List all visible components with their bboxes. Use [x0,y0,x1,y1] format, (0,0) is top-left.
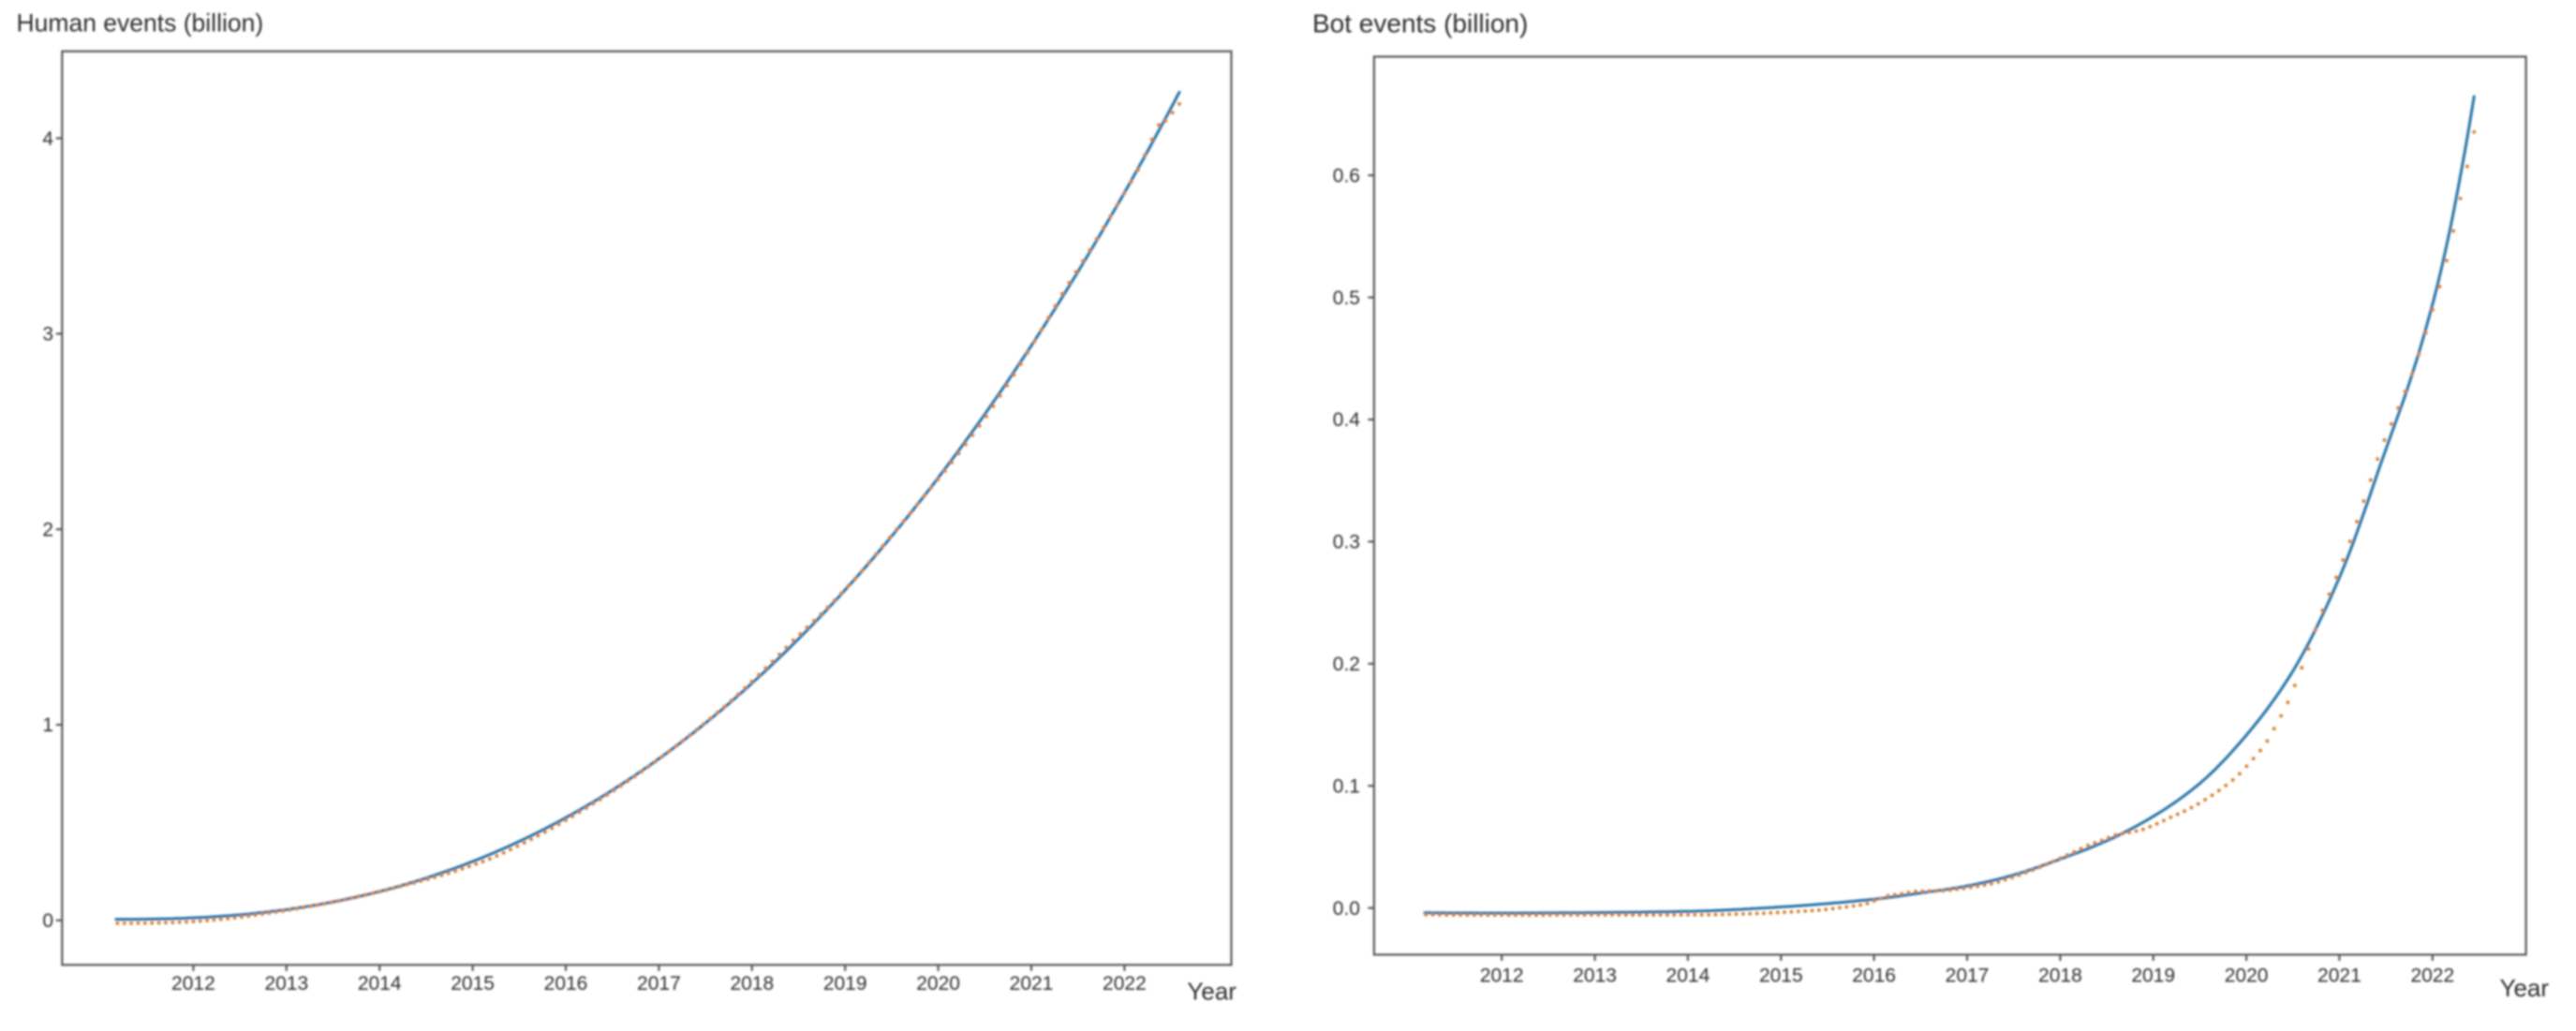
svg-text:4: 4 [42,128,53,150]
svg-text:2012: 2012 [1480,965,1524,987]
svg-text:2017: 2017 [637,973,681,994]
svg-text:Year: Year [2500,974,2550,1002]
svg-text:2014: 2014 [1666,965,1710,987]
svg-text:2019: 2019 [823,973,867,994]
svg-text:2022: 2022 [1103,973,1147,994]
svg-text:0.3: 0.3 [1333,532,1360,553]
svg-text:2018: 2018 [2038,965,2082,987]
svg-text:2014: 2014 [358,973,402,994]
svg-text:0.4: 0.4 [1333,409,1361,431]
svg-text:2013: 2013 [264,973,308,994]
svg-text:0.5: 0.5 [1333,287,1360,309]
svg-text:1: 1 [42,714,53,736]
svg-text:3: 3 [42,324,53,346]
svg-text:2015: 2015 [1759,965,1803,987]
svg-text:2016: 2016 [544,973,588,994]
svg-text:2012: 2012 [171,973,215,994]
svg-text:2018: 2018 [730,973,774,994]
svg-text:2020: 2020 [916,973,960,994]
svg-text:Year: Year [1187,978,1236,1006]
svg-text:2022: 2022 [2410,965,2454,987]
svg-text:2021: 2021 [2317,965,2361,987]
svg-text:2016: 2016 [1852,965,1896,987]
svg-text:2020: 2020 [2225,965,2269,987]
svg-text:0.1: 0.1 [1333,775,1360,797]
svg-text:2017: 2017 [1946,965,1990,987]
svg-text:2021: 2021 [1010,973,1054,994]
svg-text:Human events (billion): Human events (billion) [17,9,264,37]
svg-text:0.6: 0.6 [1333,165,1360,186]
svg-text:0.0: 0.0 [1333,898,1360,920]
svg-text:2013: 2013 [1573,965,1617,987]
svg-text:0.2: 0.2 [1333,654,1360,675]
svg-text:0: 0 [42,910,53,932]
svg-text:Bot events (billion): Bot events (billion) [1312,9,1528,38]
svg-text:2: 2 [42,519,53,540]
svg-text:2015: 2015 [451,973,495,994]
svg-text:2019: 2019 [2131,965,2175,987]
